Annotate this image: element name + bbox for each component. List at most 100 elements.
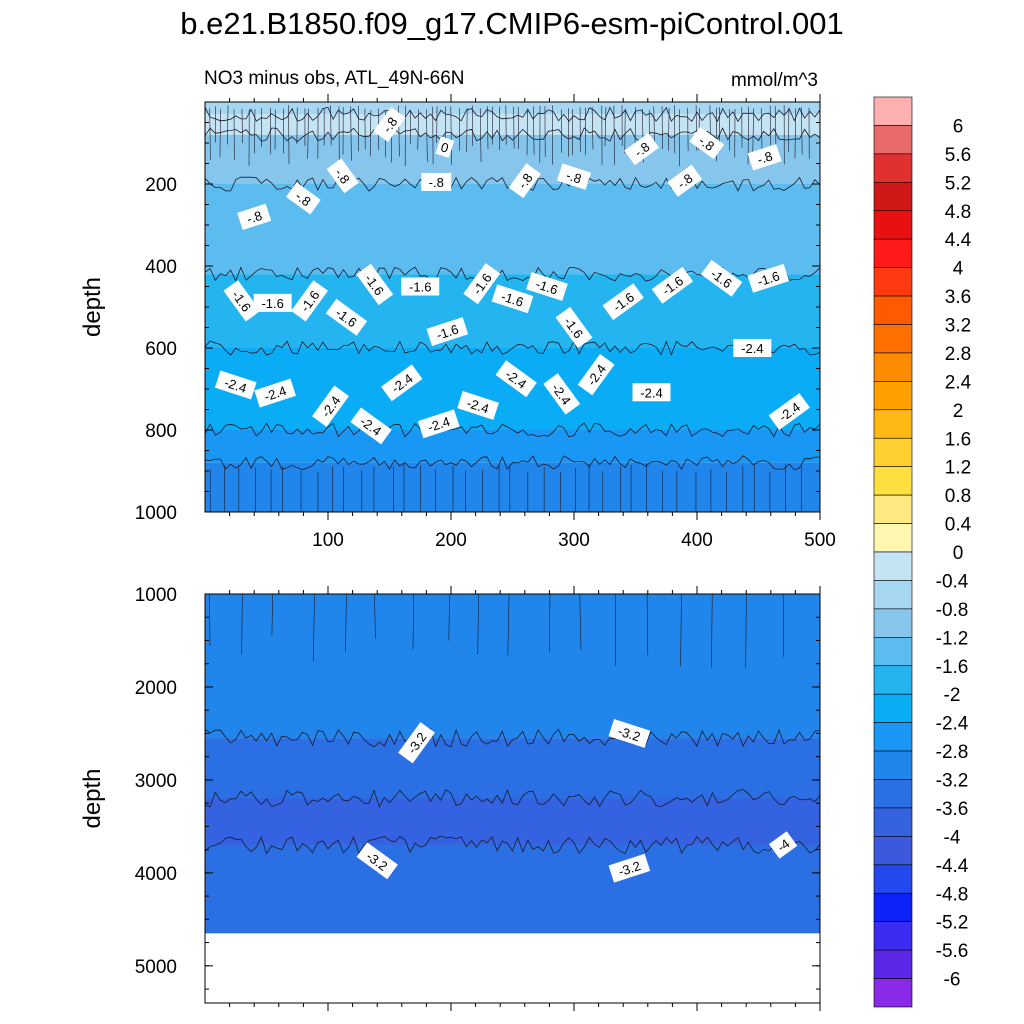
contour-label-bg: [555, 306, 593, 349]
y-axis-label: depth: [79, 277, 106, 337]
colorbar-box: [873, 295, 913, 325]
contour-band: [205, 348, 820, 430]
colorbar-box: [873, 153, 913, 183]
x-tick-label: 300: [558, 530, 590, 551]
contour-label-bg: [381, 364, 423, 402]
contour-label: -2.4: [733, 339, 772, 357]
y-tick-label: 4000: [135, 864, 177, 885]
contour-label-text: -.8: [245, 208, 264, 227]
contour-label-bg: [632, 383, 671, 402]
x-tick-label: 400: [681, 530, 713, 551]
contour-line: [801, 107, 803, 155]
contour-label-bg: [495, 360, 537, 398]
contour-label-bg: [356, 263, 394, 306]
contour-label-text: -1.6: [434, 321, 460, 342]
plot-frame: [204, 593, 821, 1004]
contour-line: [613, 105, 615, 165]
contour-label: -1.6: [491, 284, 534, 314]
contour-line: [507, 593, 510, 656]
chart-title: b.e21.B1850.f09_g17.CMIP6-esm-piControl.…: [180, 6, 843, 41]
contour-line: [450, 106, 452, 165]
contour-label-text: -2.4: [741, 341, 763, 356]
contour-label-text: -1.6: [756, 268, 782, 289]
colorbar-box: [873, 494, 913, 524]
contour-label-bg: [463, 262, 501, 305]
contour-label-text: 0: [439, 139, 451, 156]
contour-line: [680, 593, 682, 667]
contour-label-bg: [689, 126, 725, 160]
contour-line: [426, 109, 428, 162]
contour-label: -.8: [373, 107, 406, 142]
colorbar-box: [873, 96, 913, 126]
contour-band: [205, 462, 820, 512]
contour-label: -3.2: [608, 719, 651, 748]
colorbar-box: [873, 892, 913, 922]
colorbar-label: 0.8: [945, 486, 971, 507]
contour-line: [350, 106, 352, 161]
colorbar-label: -2: [944, 685, 961, 706]
colorbar-box: [873, 693, 913, 723]
colorbar-box: [873, 125, 913, 155]
colorbar-box: [873, 210, 913, 240]
colorbar-label: 6: [953, 116, 964, 137]
contour-label-text: -3.2: [617, 858, 643, 879]
contour-label: -1.6: [325, 298, 368, 336]
colorbar-label: 1.6: [945, 429, 971, 450]
contour-line: [646, 593, 649, 656]
colorbar-label: -5.2: [936, 913, 969, 934]
contour-line: [204, 127, 821, 143]
contour-label: -2.4: [254, 378, 296, 408]
y-tick-label: 200: [145, 175, 177, 196]
contour-label: -.8: [689, 126, 725, 160]
contour-label: -.8: [747, 144, 782, 171]
contour-label-bg: [398, 722, 436, 764]
contour-line: [668, 107, 670, 151]
colorbar-box: [873, 324, 913, 354]
contour-label-bg: [421, 172, 452, 191]
colorbar-label: -4: [944, 827, 961, 848]
colorbar-box: [873, 949, 913, 979]
contour-line: [752, 108, 754, 153]
y-tick-label: 400: [145, 257, 177, 278]
colorbar-box: [873, 381, 913, 411]
contour-label-bg: [417, 409, 460, 439]
contour-line: [204, 106, 821, 123]
y-axis-label: depth: [79, 768, 106, 828]
contour-label-text: -1.6: [409, 280, 431, 295]
colorbar-label: 2.4: [945, 372, 972, 393]
contour-label-bg: [747, 144, 782, 171]
contour-label-text: -2.4: [262, 383, 288, 404]
contour-line: [711, 593, 713, 668]
contour-label-text: -.8: [674, 171, 695, 192]
contour-label: -.8: [285, 182, 321, 215]
y-tick-label: 3000: [135, 771, 177, 792]
colorbar-label: 2: [953, 401, 964, 422]
colorbar-label: 5.2: [945, 173, 971, 194]
contour-label-text: -1.6: [534, 276, 560, 297]
contour-line: [532, 106, 535, 155]
contour-label-bg: [526, 272, 568, 301]
contour-label-text: -.8: [755, 148, 774, 167]
contour-label-bg: [373, 107, 406, 142]
contour-label-bg: [556, 163, 592, 190]
colorbar-label: 4: [953, 259, 964, 280]
colorbar-label: 2.8: [945, 344, 971, 365]
contour-label: -.8: [624, 133, 660, 166]
colorbar-box: [873, 238, 913, 268]
contour-label-bg: [312, 385, 349, 427]
contour-line: [227, 105, 229, 145]
colorbar-label: -1.6: [936, 657, 969, 678]
contour-label-text: -2.4: [426, 414, 452, 435]
colorbar-box: [873, 551, 913, 581]
contour-line: [745, 593, 747, 668]
contour-label-bg: [608, 853, 651, 883]
contour-line: [417, 109, 419, 150]
colorbar-label: -1.2: [936, 628, 969, 649]
colorbar-label: -3.2: [936, 771, 969, 792]
contour-line: [241, 109, 243, 144]
contour-label: -.8: [508, 163, 541, 199]
contour-label: -.8: [326, 158, 359, 194]
contour-line: [769, 105, 771, 146]
contour-label-bg: [667, 164, 703, 197]
